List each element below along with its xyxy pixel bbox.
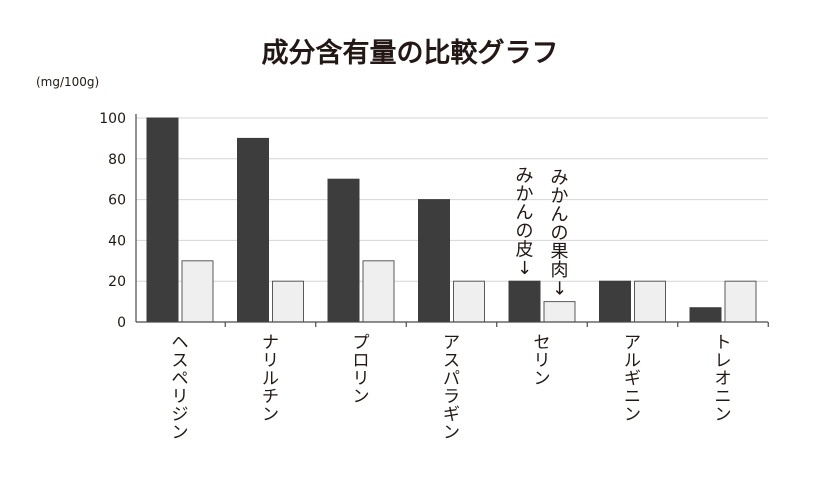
bar-peel [327,178,360,323]
y-tick-label: 100 [99,111,126,127]
y-tick-label: 80 [108,152,126,168]
bar-pulp [543,301,576,323]
bars [146,117,757,323]
bar-peel [508,280,541,323]
y-tick-label: 40 [108,233,126,249]
category-label: プロリン [353,333,370,407]
y-tick-label: 0 [117,315,126,331]
y-axis-ticks: 0 20 40 60 80 100 [99,111,126,331]
bar-peel [418,199,450,323]
category-label: トレオニン [715,333,732,425]
bar-peel [689,307,722,323]
category-label: アルギニン [624,333,641,425]
bar-pulp [724,280,757,323]
bar-pulp [272,280,304,323]
category-label: ナリルチン [262,333,279,425]
bar-peel [146,117,179,323]
bar-peel [599,280,631,323]
annotation-pulp: みかんの果肉↓ [551,168,569,300]
category-labels: ヘスペリジン ナリルチン プロリン アスパラギン セリン アルギニン トレオニン [172,333,732,443]
bar-pulp [181,260,214,323]
bar-pulp [634,280,666,323]
y-axis-unit-label: (mg/100g) [36,75,99,89]
annotation-peel: みかんの皮↓ [516,166,534,280]
chart-title: 成分含有量の比較グラフ [262,37,559,69]
y-tick-label: 60 [108,193,126,209]
category-label: ヘスペリジン [172,333,189,443]
category-label: アスパラギン [443,333,460,443]
bar-pulp [453,280,485,323]
bar-peel [237,137,269,323]
y-tick-label: 20 [108,274,126,290]
category-label: セリン [534,333,551,389]
grid-lines [136,117,768,282]
bar-pulp [362,260,395,323]
axes [135,114,769,327]
annotations: みかんの皮↓ みかんの果肉↓ [516,166,569,300]
